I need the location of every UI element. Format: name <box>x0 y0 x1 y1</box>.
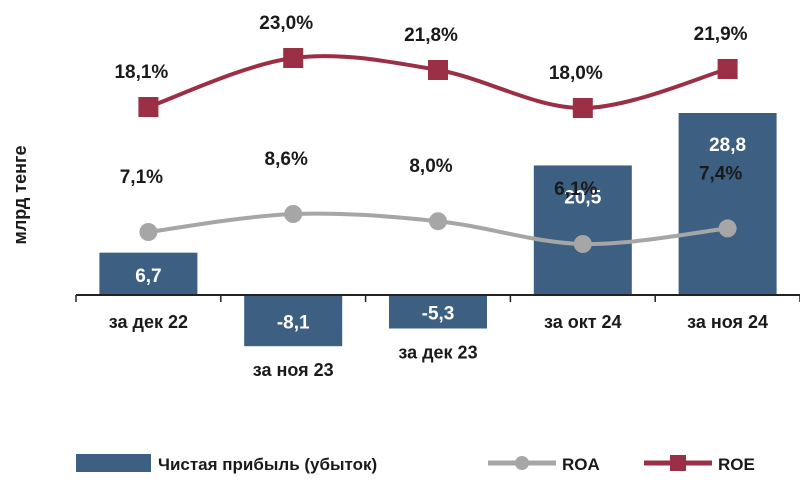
roa-value-label: 8,6% <box>265 149 308 170</box>
legend-label-net-profit: Чистая прибыль (убыток) <box>158 455 377 474</box>
roa-value-label: 8,0% <box>409 156 452 177</box>
roe-value-label: 23,0% <box>259 13 313 34</box>
roe-value-label: 21,8% <box>404 25 458 46</box>
legend-label-roa: ROA <box>562 455 600 474</box>
bar <box>678 113 777 295</box>
roa-marker <box>429 212 447 231</box>
roe-value-label: 21,9% <box>694 24 748 45</box>
bar-series <box>99 113 777 347</box>
x-tick-label: за дек 23 <box>398 342 477 362</box>
roe-marker <box>283 48 304 68</box>
legend-marker-roe <box>670 455 686 471</box>
legend-marker-roa <box>515 456 529 470</box>
x-tick-label: за ноя 23 <box>253 360 334 380</box>
bar <box>99 252 198 295</box>
roa-value-label: 6,1% <box>554 179 597 200</box>
bar-value-label: -8,1 <box>277 313 310 334</box>
legend-swatch-net-profit <box>76 454 151 472</box>
roa-value-label: 7,1% <box>120 167 163 188</box>
bar <box>244 295 343 347</box>
roe-value-label: 18,1% <box>114 62 168 83</box>
roe-marker <box>572 98 593 118</box>
legend: Чистая прибыль (убыток) ROA ROE <box>76 454 755 474</box>
y-axis-label: млрд тенге <box>10 146 30 245</box>
x-tick-label: за дек 22 <box>109 312 188 332</box>
x-tick-labels: за дек 22 за ноя 23 за дек 23 за окт 24 за н… <box>109 312 768 380</box>
bar-value-label: 20,5 <box>564 187 601 208</box>
roa-marker <box>139 223 158 241</box>
roa-marker <box>284 205 303 223</box>
bar-value-label: -5,3 <box>422 304 455 325</box>
x-tick-label: за окт 24 <box>544 312 622 332</box>
bar <box>533 165 632 295</box>
line-series <box>138 48 738 253</box>
x-tick-label: за ноя 24 <box>687 312 768 332</box>
roa-marker <box>573 235 592 253</box>
roe-marker <box>428 60 448 80</box>
roe-marker <box>717 59 738 79</box>
bar-value-label: 6,7 <box>135 266 161 287</box>
bar-value-label: 28,8 <box>709 135 746 156</box>
legend-label-roe: ROE <box>718 455 755 474</box>
roe-marker <box>138 97 159 117</box>
roe-value-label: 18,0% <box>549 63 603 84</box>
bar <box>389 295 487 329</box>
data-labels: 6,7 -8,1 -5,3 20,5 28,8 18,1% 23,0% 21,8% 18,0% 2… <box>114 13 747 334</box>
roa-value-label: 7,4% <box>699 163 742 184</box>
x-axis-ticks <box>75 295 800 302</box>
roa-marker <box>718 219 737 238</box>
